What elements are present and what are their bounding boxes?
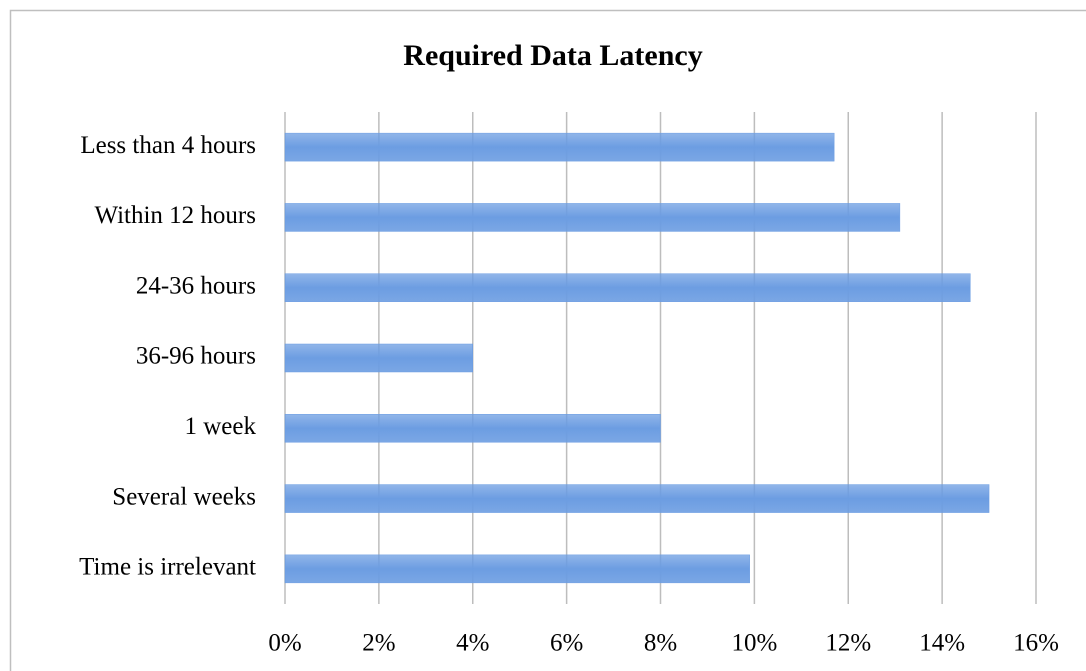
bar xyxy=(284,203,901,232)
bar xyxy=(284,273,971,302)
y-tick-label: 1 week xyxy=(185,413,257,440)
x-tick-label: 8% xyxy=(644,630,677,657)
chart-title: Required Data Latency xyxy=(403,39,702,72)
x-tick-label: 0% xyxy=(268,630,301,657)
x-tick-label: 12% xyxy=(825,630,871,657)
x-tick-label: 4% xyxy=(456,630,489,657)
bar xyxy=(284,554,750,584)
bar xyxy=(284,414,661,443)
x-tick-label: 16% xyxy=(1013,630,1059,657)
y-tick-label: 36-96 hours xyxy=(136,343,256,370)
x-tick-label: 2% xyxy=(362,630,395,657)
x-tick-label: 6% xyxy=(550,630,583,657)
y-tick-label: Less than 4 hours xyxy=(80,132,256,159)
y-tick-label: 24-36 hours xyxy=(136,272,256,299)
y-tick-label: Several weeks xyxy=(112,483,256,510)
x-tick-label: 10% xyxy=(731,630,777,657)
bar xyxy=(284,343,473,373)
bar xyxy=(284,132,835,162)
x-tick-label: 14% xyxy=(919,630,965,657)
bar xyxy=(284,484,990,513)
y-tick-label: Time is irrelevant xyxy=(79,554,256,581)
y-tick-label: Within 12 hours xyxy=(95,202,257,229)
